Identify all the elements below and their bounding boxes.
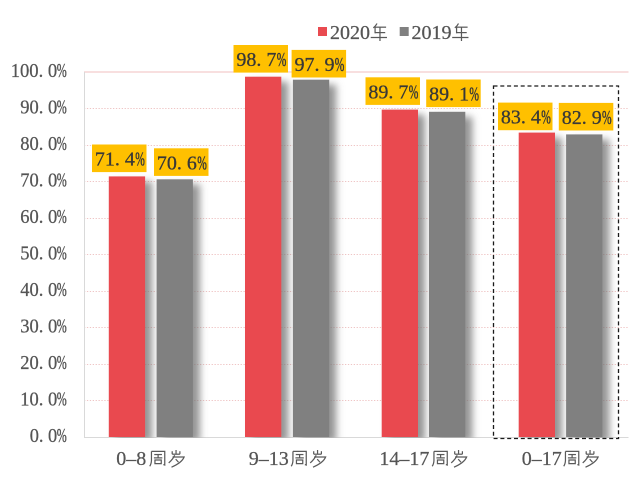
svg-text:%: % — [57, 316, 67, 338]
svg-text:98. 7: 98. 7 — [236, 49, 276, 71]
svg-text:2020: 2020 — [330, 22, 370, 44]
svg-text:%: % — [57, 170, 67, 192]
svg-text:0–8: 0–8 — [116, 448, 146, 470]
svg-text:0–17: 0–17 — [522, 448, 562, 470]
svg-text:82. 9: 82. 9 — [562, 107, 602, 129]
svg-text:%: % — [57, 60, 67, 82]
svg-text:%: % — [541, 107, 551, 129]
svg-text:14–17: 14–17 — [379, 448, 429, 470]
svg-text:100. 0: 100. 0 — [11, 60, 58, 82]
svg-text:80. 0: 80. 0 — [20, 133, 57, 155]
svg-text:70. 0: 70. 0 — [20, 170, 57, 192]
svg-text:%: % — [602, 107, 612, 129]
svg-text:%: % — [57, 425, 67, 447]
svg-text:89. 7: 89. 7 — [368, 81, 408, 103]
svg-text:%: % — [409, 81, 419, 103]
svg-text:%: % — [57, 97, 67, 119]
svg-text:9–13: 9–13 — [249, 448, 289, 470]
svg-text:%: % — [135, 149, 145, 171]
svg-text:%: % — [469, 84, 479, 106]
svg-text:%: % — [57, 133, 67, 155]
svg-text:%: % — [57, 243, 67, 265]
svg-text:%: % — [57, 389, 67, 411]
svg-text:50. 0: 50. 0 — [20, 243, 57, 265]
svg-text:%: % — [335, 54, 345, 76]
svg-text:89. 1: 89. 1 — [429, 84, 469, 106]
svg-text:70. 6: 70. 6 — [157, 152, 197, 174]
svg-text:40. 0: 40. 0 — [20, 279, 57, 301]
svg-text:90. 0: 90. 0 — [20, 97, 57, 119]
svg-text:%: % — [57, 352, 67, 374]
svg-text:60. 0: 60. 0 — [20, 206, 57, 228]
svg-text:71. 4: 71. 4 — [95, 149, 135, 171]
svg-text:%: % — [57, 206, 67, 228]
svg-text:%: % — [277, 49, 287, 71]
svg-text:0. 0: 0. 0 — [30, 425, 58, 447]
svg-text:30. 0: 30. 0 — [20, 316, 57, 338]
svg-text:%: % — [57, 279, 67, 301]
svg-text:2019: 2019 — [412, 22, 452, 44]
svg-text:83. 4: 83. 4 — [501, 107, 541, 129]
svg-text:%: % — [197, 152, 207, 174]
svg-text:97. 9: 97. 9 — [295, 54, 335, 76]
svg-text:20. 0: 20. 0 — [20, 352, 57, 374]
svg-text:10. 0: 10. 0 — [20, 389, 57, 411]
